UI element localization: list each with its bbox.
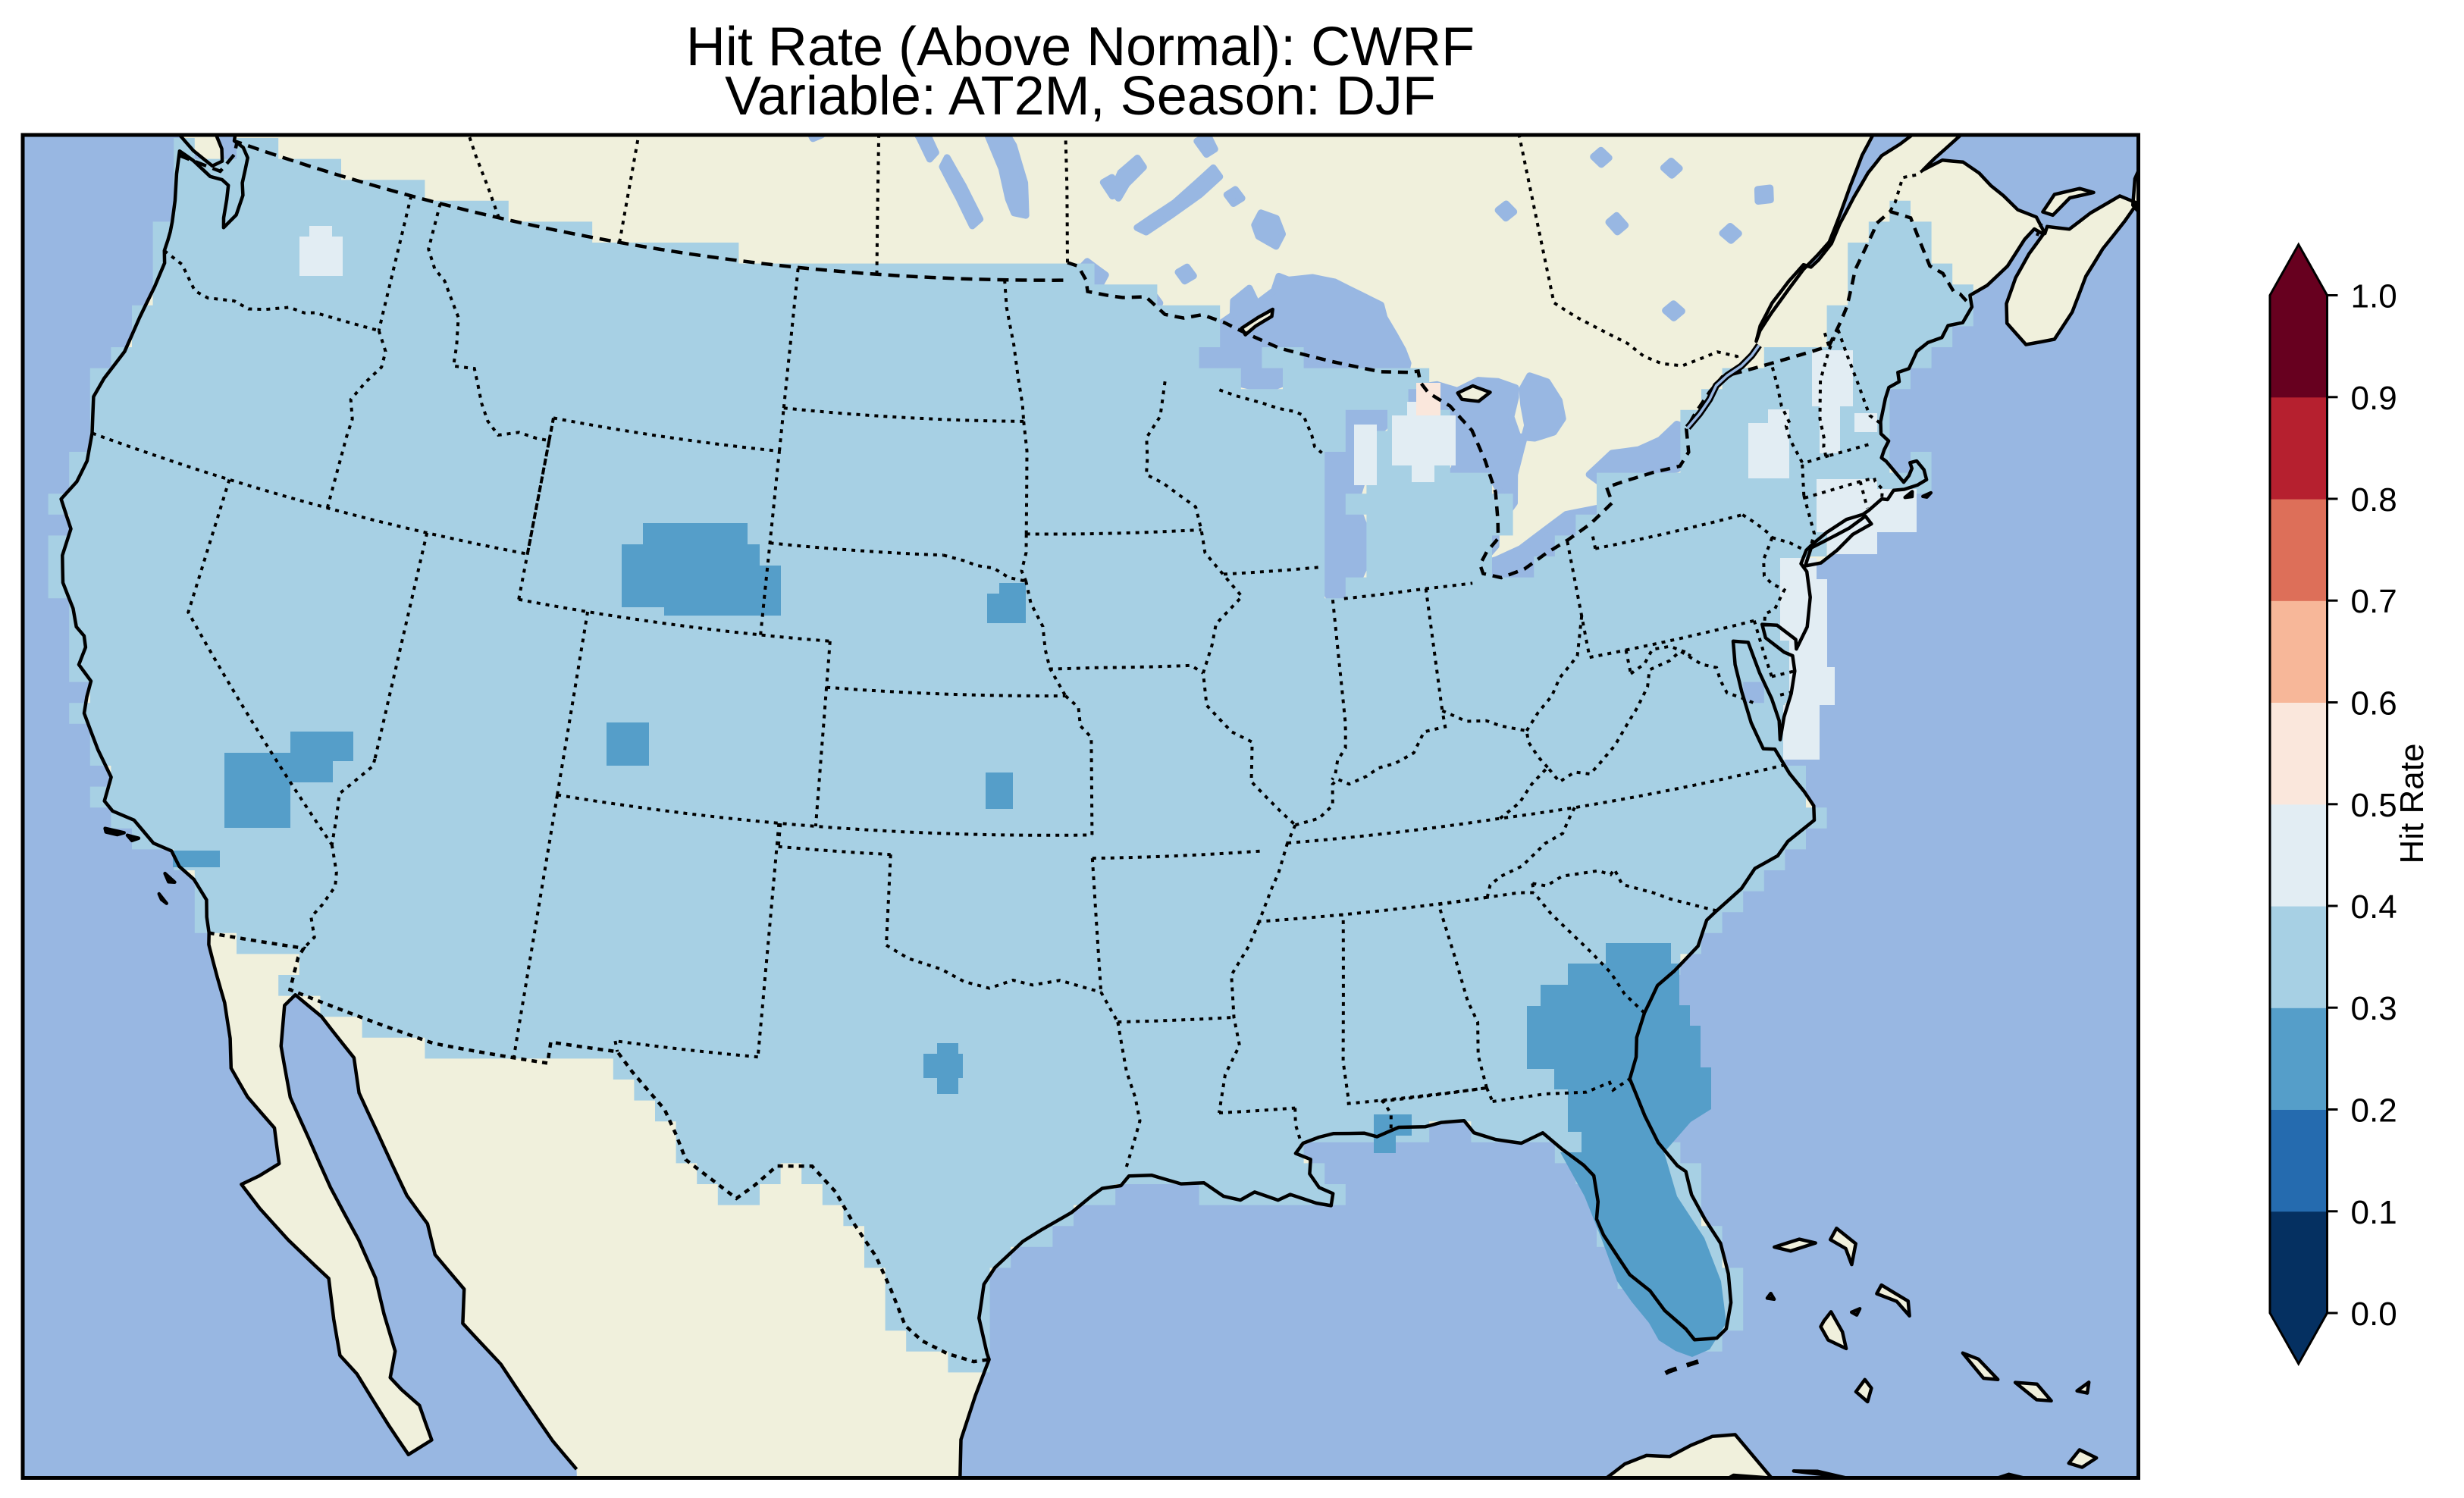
svg-text:Variable: AT2M, Season: DJF: Variable: AT2M, Season: DJF [725, 66, 1436, 127]
svg-text:0.8: 0.8 [2351, 481, 2397, 519]
svg-text:0.1: 0.1 [2351, 1194, 2397, 1231]
svg-text:1.0: 1.0 [2351, 278, 2397, 315]
svg-text:0.4: 0.4 [2351, 888, 2397, 926]
svg-text:0.0: 0.0 [2351, 1296, 2397, 1333]
svg-text:0.7: 0.7 [2351, 583, 2397, 620]
svg-text:0.5: 0.5 [2351, 787, 2397, 824]
svg-text:Hit Rate (Above Normal): CWRF: Hit Rate (Above Normal): CWRF [686, 17, 1475, 77]
svg-text:0.6: 0.6 [2351, 685, 2397, 722]
svg-text:0.3: 0.3 [2351, 990, 2397, 1027]
svg-text:Hit Rate: Hit Rate [2393, 744, 2431, 864]
svg-text:0.9: 0.9 [2351, 380, 2397, 417]
svg-text:0.2: 0.2 [2351, 1092, 2397, 1130]
